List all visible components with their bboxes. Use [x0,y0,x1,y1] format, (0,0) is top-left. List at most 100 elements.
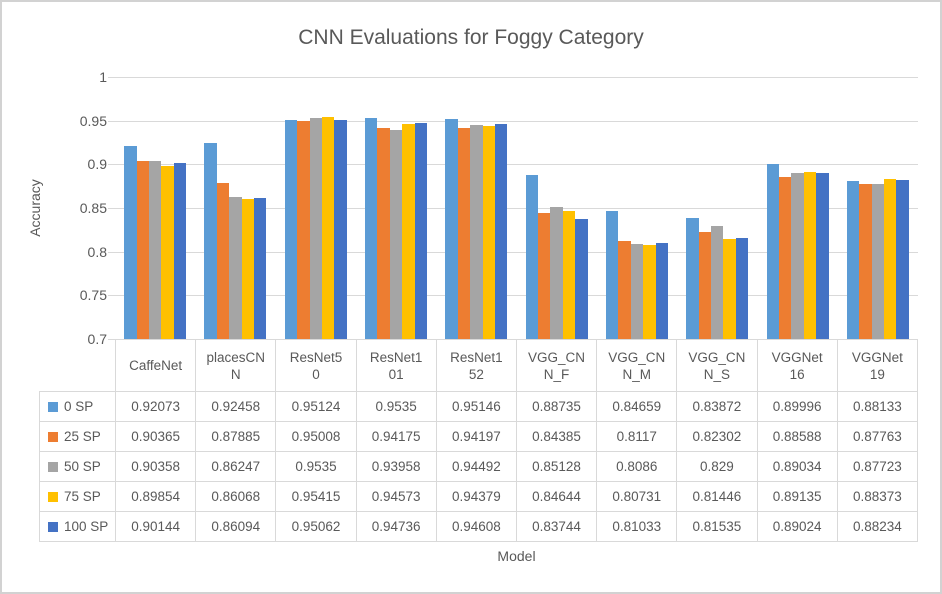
table-row: 100 SP 0.90144 0.86094 0.95062 0.94736 0.9460… [39,511,919,542]
bar-group-VGG_CNN_S [677,77,757,339]
bar [124,146,137,339]
bar [284,119,298,339]
value-cell: 0.84659 [596,391,678,422]
chart-title: CNN Evaluations for Foggy Category [298,26,644,49]
value-cell: 0.92073 [114,391,197,422]
bar [846,180,860,339]
value-cell: 0.90144 [114,511,197,542]
gridline [115,295,918,297]
value-cell: 0.94573 [355,481,437,512]
bar [482,126,495,339]
bar [859,183,872,339]
y-tick-mark [108,120,115,122]
value-cell: 0.89996 [756,391,838,422]
y-tick-label: 0.95 [79,112,107,129]
value-cell: 0.94197 [435,421,517,452]
bar [791,172,804,339]
value-cell: 0.90365 [114,421,197,452]
plot-area [115,77,918,340]
legend-swatch [48,462,58,472]
value-cell: 0.89024 [756,511,838,542]
bar [630,244,644,339]
value-cell: 0.84385 [515,421,598,452]
legend-label: 0 SP [64,399,94,414]
value-cell: 0.86247 [195,451,277,482]
value-cell: 0.86094 [195,511,277,542]
bar [365,117,378,339]
bar-group-VGGNet19 [838,77,918,339]
value-cell: 0.89854 [114,481,197,512]
bar-group-ResNet152 [436,77,516,339]
y-tick-mark [108,164,115,166]
y-tick-mark [108,208,115,209]
bar [643,245,656,339]
bar [884,178,897,339]
value-cell: 0.89135 [756,481,838,512]
y-tick-mark [108,295,115,297]
value-cell: 0.8086 [596,451,678,482]
category-header-cell: ResNet1 52 [435,339,517,392]
bar-group-ResNet101 [356,77,436,339]
legend-cell: 0 SP [39,391,116,422]
bar-group-VGGNet16 [757,77,837,339]
bar-group-CaffeNet [115,77,195,339]
bar [173,163,187,339]
bar [229,197,242,339]
bar [148,161,162,339]
category-header-cell: VGG_CN N_M [596,339,678,392]
value-cell: 0.95124 [275,391,357,422]
category-header-cell: VGGNet 16 [756,339,838,392]
bar [241,198,255,339]
bar [470,125,483,339]
value-cell: 0.93958 [355,451,437,482]
legend-label: 100 SP [64,519,109,534]
bar [402,124,415,339]
data-table: CaffeNet placesCN N ResNet5 0 ResNet1 01 Res… [39,339,919,542]
value-cell: 0.94608 [435,511,517,542]
bar-group-placesCNN [195,77,275,339]
value-cell: 0.88373 [836,481,919,512]
y-tick-mark [108,339,115,340]
y-tick-label: 0.8 [87,243,107,260]
bar [377,127,390,339]
value-cell: 0.95415 [275,481,357,512]
bar [816,172,829,339]
legend-label: 75 SP [64,489,101,504]
bar [334,120,347,339]
value-cell: 0.94379 [435,481,517,512]
value-cell: 0.88234 [836,511,919,542]
bar [778,176,792,339]
table-row: 50 SP 0.90358 0.86247 0.9535 0.93958 0.94492 0… [39,451,919,482]
value-cell: 0.8117 [596,421,678,452]
value-cell: 0.88588 [756,421,838,452]
category-header-cell: ResNet5 0 [275,339,357,392]
table-header-row: CaffeNet placesCN N ResNet5 0 ResNet1 01 Res… [40,339,919,392]
value-cell: 0.94492 [435,451,517,482]
legend-swatch [48,522,58,532]
value-cell: 0.9535 [275,451,357,482]
table-row: 75 SP 0.89854 0.86068 0.95415 0.94573 0.94379… [39,481,919,512]
bar [735,238,749,339]
bar [562,211,576,339]
bar [254,198,267,339]
value-cell: 0.87885 [195,421,277,452]
y-tick-label: 0.85 [79,200,107,216]
value-cell: 0.81033 [596,511,678,542]
value-cell: 0.89034 [756,451,838,482]
bar [538,213,551,339]
bar [723,239,736,339]
gridline [115,120,918,122]
bar [655,242,668,339]
bar-group-VGG_CNN_F [516,77,596,339]
bar [605,210,619,339]
value-cell: 0.85128 [515,451,598,482]
table-corner-cell [40,340,116,392]
legend-swatch [48,492,58,502]
y-tick-label: 0.75 [79,287,107,304]
value-cell: 0.9535 [355,391,437,422]
bar-group-ResNet50 [276,77,356,339]
value-cell: 0.829 [676,451,758,482]
bar [803,171,817,339]
value-cell: 0.87723 [836,451,919,482]
